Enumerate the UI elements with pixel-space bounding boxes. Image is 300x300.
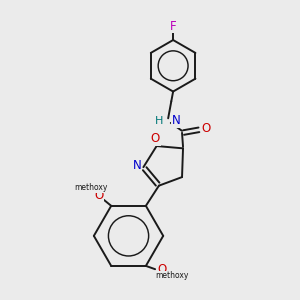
Text: O: O	[202, 122, 211, 135]
Text: H: H	[155, 116, 164, 126]
Text: F: F	[170, 20, 176, 33]
Text: O: O	[151, 132, 160, 145]
Text: N: N	[172, 114, 180, 128]
Text: O: O	[94, 189, 103, 202]
Text: O: O	[157, 263, 166, 276]
Text: N: N	[132, 159, 141, 172]
Text: methoxy: methoxy	[75, 183, 108, 192]
Text: methoxy: methoxy	[155, 271, 188, 280]
